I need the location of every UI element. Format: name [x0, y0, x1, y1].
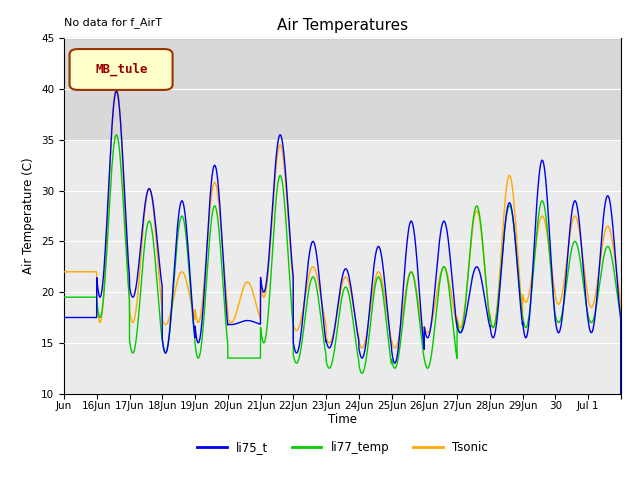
Tsonic — [396, 326, 404, 332]
li77_temp — [176, 217, 184, 223]
li75_t — [176, 202, 184, 208]
Y-axis label: Air Temperature (C): Air Temperature (C) — [22, 158, 35, 274]
Text: No data for f_AirT: No data for f_AirT — [64, 17, 162, 28]
Tsonic — [458, 322, 466, 328]
li77_temp — [149, 234, 157, 240]
li75_t — [396, 325, 404, 331]
Line: li77_temp: li77_temp — [64, 135, 621, 480]
li75_t — [403, 249, 410, 254]
Line: li75_t: li75_t — [64, 91, 621, 480]
li75_t — [113, 88, 120, 94]
FancyBboxPatch shape — [70, 49, 173, 90]
li77_temp — [60, 294, 68, 300]
X-axis label: Time: Time — [328, 413, 357, 426]
Tsonic — [149, 202, 157, 207]
li75_t — [111, 94, 118, 99]
Title: Air Temperatures: Air Temperatures — [277, 18, 408, 33]
Bar — [64, 38, 621, 140]
li77_temp — [113, 132, 120, 138]
Legend: li75_t, li77_temp, Tsonic: li75_t, li77_temp, Tsonic — [192, 436, 493, 459]
Line: Tsonic: Tsonic — [64, 87, 621, 480]
Tsonic — [176, 270, 184, 276]
Tsonic — [111, 90, 118, 96]
Tsonic — [113, 84, 120, 90]
Tsonic — [60, 269, 68, 275]
li77_temp — [396, 341, 404, 347]
li77_temp — [403, 289, 410, 295]
Tsonic — [403, 285, 410, 291]
li75_t — [458, 328, 466, 334]
li75_t — [60, 314, 68, 320]
li77_temp — [458, 327, 466, 333]
li77_temp — [111, 137, 118, 143]
li75_t — [149, 199, 157, 204]
Text: MB_tule: MB_tule — [95, 63, 148, 76]
